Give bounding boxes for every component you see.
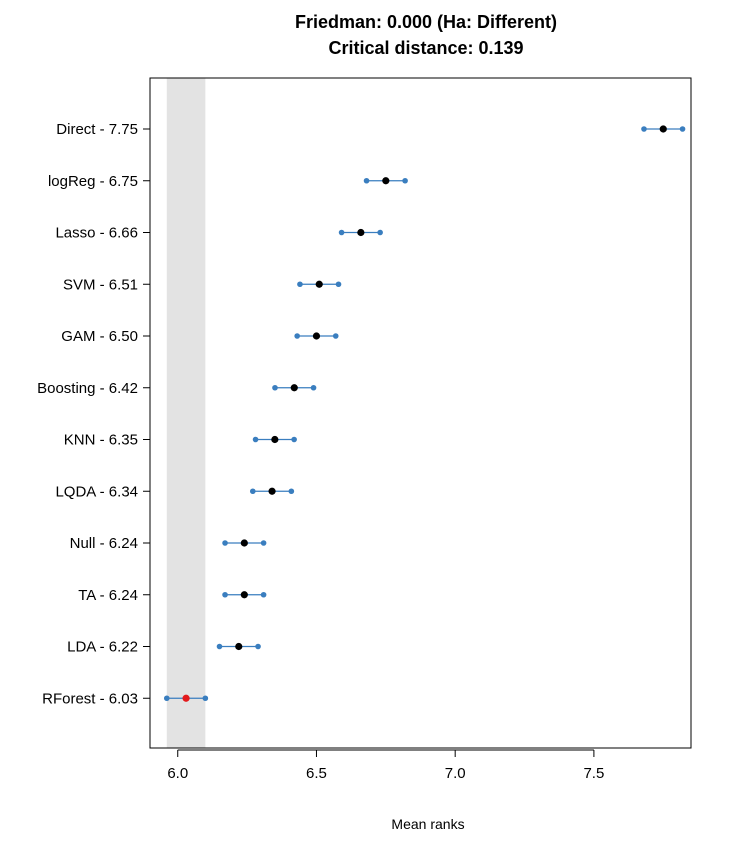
y-tick-label: Direct - 7.75: [56, 121, 138, 138]
y-tick-label: RForest - 6.03: [42, 690, 138, 707]
interval-upper-point: [288, 488, 295, 495]
interval-upper-point: [377, 229, 383, 236]
x-tick-label: 6.0: [167, 765, 188, 782]
interval-lower-point: [363, 177, 370, 184]
chart-title: Friedman: 0.000 (Ha: Different): [295, 12, 557, 32]
y-tick-label: Lasso - 6.66: [55, 225, 138, 242]
interval-lower-point: [338, 229, 345, 236]
interval-lower-point: [216, 643, 223, 650]
interval-upper-point: [402, 177, 408, 184]
mean-rank-point: [659, 125, 667, 133]
y-tick-label: TA - 6.24: [78, 587, 138, 604]
mean-rank-point: [235, 642, 243, 651]
y-tick-label: KNN - 6.35: [64, 432, 138, 449]
x-tick-label: 6.5: [306, 765, 327, 782]
interval-upper-point: [255, 643, 261, 650]
interval-upper-point: [310, 384, 317, 391]
mean-rank-point: [315, 280, 323, 288]
x-tick-label: 7.0: [445, 765, 466, 782]
mean-rank-point: [312, 332, 321, 340]
interval-lower-point: [272, 384, 278, 391]
interval-lower-point: [222, 540, 228, 546]
interval-upper-point: [332, 333, 339, 339]
x-axis-label: Mean ranks: [391, 816, 464, 832]
y-tick-label: LQDA - 6.34: [55, 483, 138, 500]
chart-subtitle: Critical distance: 0.139: [328, 38, 523, 58]
interval-upper-point: [335, 281, 342, 288]
interval-upper-point: [291, 436, 297, 443]
y-tick-label: LDA - 6.22: [67, 639, 138, 656]
interval-lower-point: [249, 488, 256, 495]
x-axis: 6.0 6.5 7.0 7.5: [167, 749, 604, 782]
y-tick-label: GAM - 6.50: [61, 328, 138, 345]
mean-rank-point: [240, 539, 248, 547]
y-tick-label: Boosting - 6.42: [37, 380, 138, 397]
mean-rank-point: [382, 177, 390, 185]
x-tick-label: 7.5: [583, 765, 604, 782]
mean-rank-point: [271, 435, 279, 444]
mean-rank-point: [357, 228, 365, 237]
interval-upper-point: [202, 695, 209, 702]
chart-marks: [163, 125, 686, 702]
mean-rank-point: [182, 694, 190, 702]
mean-rank-point: [268, 487, 276, 495]
interval-lower-point: [294, 333, 300, 339]
y-tick-label: Null - 6.24: [70, 535, 138, 552]
critical-distance-band: [166, 78, 206, 748]
interval-lower-point: [252, 436, 259, 443]
interval-upper-point: [679, 126, 686, 132]
interval-upper-point: [260, 591, 267, 598]
y-axis: Direct - 7.75 logReg - 6.75 Lasso - 6.66 SV…: [37, 121, 151, 707]
mean-rank-point: [290, 384, 298, 392]
y-tick-label: SVM - 6.51: [63, 276, 138, 293]
interval-lower-point: [297, 281, 303, 288]
interval-lower-point: [222, 591, 228, 598]
interval-upper-point: [260, 540, 267, 546]
interval-lower-point: [641, 126, 647, 132]
mean-rank-point: [240, 591, 248, 599]
interval-lower-point: [163, 695, 170, 702]
y-tick-label: logReg - 6.75: [48, 173, 138, 190]
plot-frame: [149, 77, 692, 749]
